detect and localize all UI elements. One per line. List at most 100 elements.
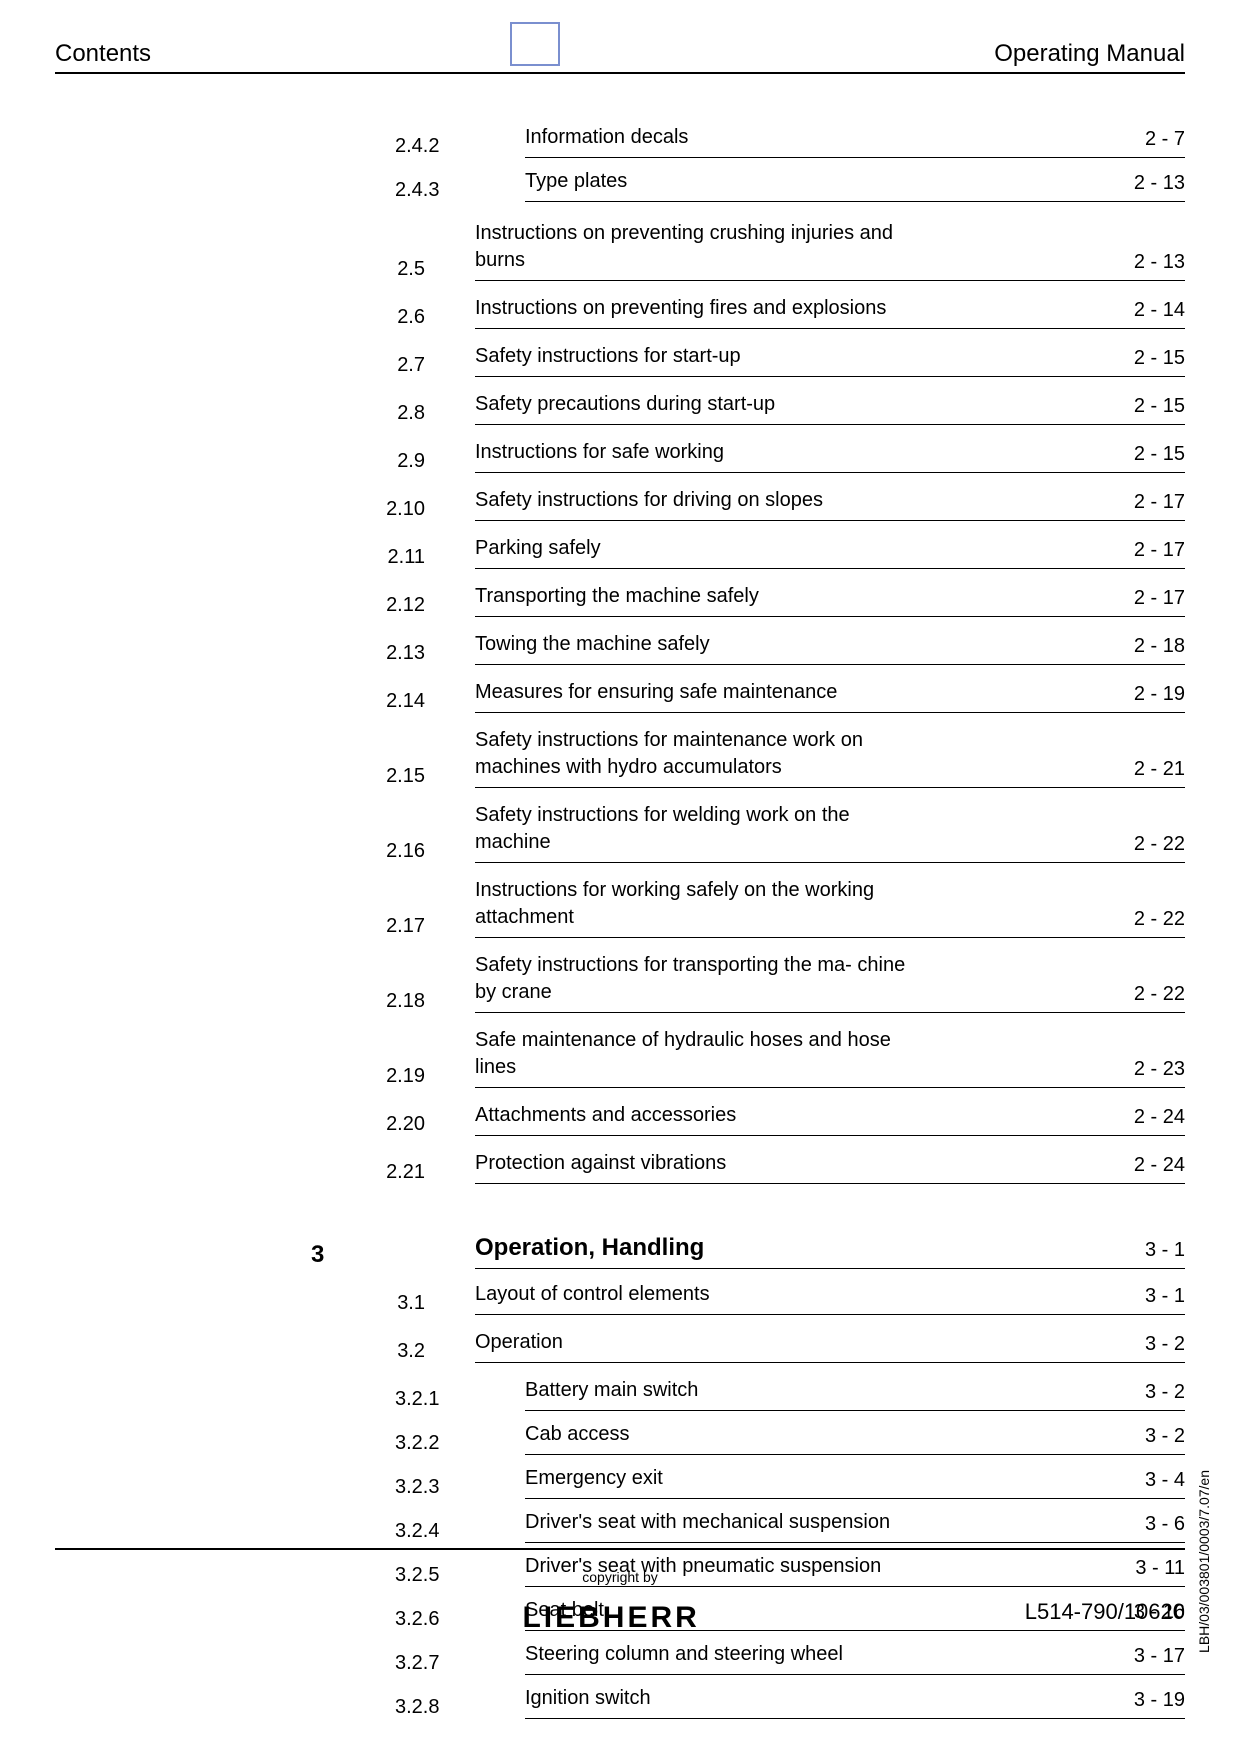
- toc-section-number: 2.21: [305, 1161, 475, 1184]
- toc-section-title: Layout of control elements: [475, 1281, 710, 1308]
- document-id: L514-790/10620: [1025, 1599, 1185, 1625]
- toc-section-cell: Measures for ensuring safe maintenance2 …: [475, 679, 1185, 713]
- toc-sub-page: 3 - 17: [1114, 1645, 1185, 1668]
- toc-section-page: 2 - 22: [1114, 983, 1185, 1006]
- toc-section-cell: Instructions on preventing crushing inju…: [475, 220, 1185, 281]
- toc-section-title: Safety instructions for driving on slope…: [475, 487, 823, 514]
- toc-section-title: Safety instructions for maintenance work…: [475, 727, 915, 781]
- toc-section-row: 2.6Instructions on preventing fires and …: [305, 295, 1185, 329]
- toc-sub-number: 3.2.6: [305, 1608, 475, 1631]
- toc-section-page: 2 - 15: [1114, 347, 1185, 370]
- toc-sub-title: Emergency exit: [525, 1465, 663, 1492]
- toc-sub-cell: Cab access3 - 2: [525, 1421, 1185, 1455]
- toc-section-title: Safety instructions for transporting the…: [475, 952, 915, 1006]
- copyright-text: copyright by: [582, 1569, 657, 1585]
- toc-section-page: 2 - 15: [1114, 443, 1185, 466]
- chapter-title-cell: Operation, Handling 3 - 1: [475, 1234, 1185, 1269]
- toc-section-row: 2.7Safety instructions for start-up2 - 1…: [305, 343, 1185, 377]
- toc-section-row: 3.2Operation3 - 2: [305, 1329, 1185, 1363]
- toc-sub-page: 3 - 6: [1125, 1513, 1185, 1536]
- chapter-title: Operation, Handling: [475, 1234, 704, 1262]
- toc-sub-cell: Driver's seat with mechanical suspension…: [525, 1509, 1185, 1543]
- toc-section-cell: Safety instructions for welding work on …: [475, 802, 1185, 863]
- header-left: Contents: [55, 40, 151, 68]
- toc-section-row: 2.5Instructions on preventing crushing i…: [305, 220, 1185, 281]
- toc-section-number: 2.7: [305, 354, 475, 377]
- toc-section-row: 2.9Instructions for safe working 2 - 15: [305, 439, 1185, 473]
- toc-sub-cell: Ignition switch3 - 19: [525, 1685, 1185, 1719]
- toc-sub-title: Type plates: [525, 168, 627, 195]
- toc-section-page: 2 - 23: [1114, 1058, 1185, 1081]
- chapter-number: 3: [305, 1241, 475, 1269]
- toc-section-title: Parking safely: [475, 535, 601, 562]
- toc-section-title: Safety precautions during start-up: [475, 391, 775, 418]
- toc-section-row: 2.16Safety instructions for welding work…: [305, 802, 1185, 863]
- toc-section-page: 3 - 1: [1125, 1285, 1185, 1308]
- toc-sub-row: 3.2.4Driver's seat with mechanical suspe…: [305, 1509, 1185, 1543]
- toc-sub-cell: Emergency exit 3 - 4: [525, 1465, 1185, 1499]
- toc-section-row: 2.11Parking safely2 - 17: [305, 535, 1185, 569]
- toc-section-number: 2.11: [305, 546, 475, 569]
- toc-sub-row: 2.4.2Information decals2 - 7: [305, 124, 1185, 158]
- toc-sub-cell: Information decals2 - 7: [525, 124, 1185, 158]
- toc-section-row: 2.14Measures for ensuring safe maintenan…: [305, 679, 1185, 713]
- toc-sub-cell: Steering column and steering wheel3 - 17: [525, 1641, 1185, 1675]
- toc-section-row: 3.1Layout of control elements3 - 1: [305, 1281, 1185, 1315]
- toc-sub-row: 3.2.8 Ignition switch3 - 19: [305, 1685, 1185, 1719]
- toc-sub-row: 3.2.5Driver's seat with pneumatic suspen…: [305, 1553, 1185, 1587]
- toc-section-cell: Instructions for working safely on the w…: [475, 877, 1185, 938]
- toc-section-number: 2.13: [305, 642, 475, 665]
- toc-sub-page: 3 - 11: [1115, 1557, 1185, 1580]
- toc-section-number: 2.9: [305, 450, 475, 473]
- toc-section-cell: Instructions on preventing fires and exp…: [475, 295, 1185, 329]
- toc-section-page: 2 - 24: [1114, 1106, 1185, 1129]
- toc-sub-page: 3 - 2: [1125, 1425, 1185, 1448]
- toc-sub-cell: Type plates2 - 13: [525, 168, 1185, 202]
- toc-section-number: 2.16: [305, 840, 475, 863]
- toc-section-number: 2.10: [305, 498, 475, 521]
- toc-section-page: 2 - 19: [1114, 683, 1185, 706]
- logo: LIEBHERR: [522, 1601, 699, 1635]
- toc-section-cell: Towing the machine safely2 - 18: [475, 631, 1185, 665]
- toc-section-page: 2 - 15: [1114, 395, 1185, 418]
- side-text: LBH/03/003801/0003/7.07/en: [1196, 1470, 1212, 1653]
- toc-sub-title: Information decals: [525, 124, 688, 151]
- toc-section-cell: Operation3 - 2: [475, 1329, 1185, 1363]
- toc-sub-page: 3 - 4: [1125, 1469, 1185, 1492]
- toc-section-cell: Safety instructions for driving on slope…: [475, 487, 1185, 521]
- toc-sub-title: Ignition switch: [525, 1685, 651, 1712]
- toc-sub-row: 3.2.7 Steering column and steering wheel3…: [305, 1641, 1185, 1675]
- toc-sub-number: 3.2.3: [305, 1476, 475, 1499]
- toc-section-cell: Transporting the machine safely2 - 17: [475, 583, 1185, 617]
- chapter-page: 3 - 1: [1125, 1239, 1185, 1262]
- toc-section-page: 2 - 13: [1114, 251, 1185, 274]
- toc-section-title: Instructions for working safely on the w…: [475, 877, 915, 931]
- toc-section-page: 3 - 2: [1125, 1333, 1185, 1356]
- header-right: Operating Manual: [994, 40, 1185, 68]
- toc-sub-number: 3.2.2: [305, 1432, 475, 1455]
- toc-section-number: 2.15: [305, 765, 475, 788]
- toc-sub-number: 3.2.8: [305, 1696, 475, 1719]
- toc-section-title: Instructions on preventing crushing inju…: [475, 220, 915, 274]
- toc-section-cell: Attachments and accessories 2 - 24: [475, 1102, 1185, 1136]
- toc-section-title: Attachments and accessories: [475, 1102, 736, 1129]
- toc-section-page: 2 - 22: [1114, 833, 1185, 856]
- toc-section-cell: Layout of control elements 3 - 1: [475, 1281, 1185, 1315]
- toc-section-page: 2 - 14: [1114, 299, 1185, 322]
- toc-section-row: 2.18Safety instructions for transporting…: [305, 952, 1185, 1013]
- toc-sub-title: Battery main switch: [525, 1377, 698, 1404]
- chapter-row: 3 Operation, Handling 3 - 1: [305, 1234, 1185, 1269]
- toc-section-row: 2.10Safety instructions for driving on s…: [305, 487, 1185, 521]
- toc-section-number: 2.8: [305, 402, 475, 425]
- toc-section-cell: Safe maintenance of hydraulic hoses and …: [475, 1027, 1185, 1088]
- toc-section-row: 2.15Safety instructions for maintenance …: [305, 727, 1185, 788]
- toc-section-number: 2.14: [305, 690, 475, 713]
- toc-section-page: 2 - 17: [1114, 491, 1185, 514]
- toc-section-title: Towing the machine safely: [475, 631, 710, 658]
- toc-section-title: Instructions for safe working: [475, 439, 724, 466]
- toc-section-cell: Parking safely2 - 17: [475, 535, 1185, 569]
- toc-sub-number: 3.2.7: [305, 1652, 475, 1675]
- toc-section-row: 2.13Towing the machine safely2 - 18: [305, 631, 1185, 665]
- toc-section-title: Safe maintenance of hydraulic hoses and …: [475, 1027, 915, 1081]
- toc-sub-row: 3.2.3 Emergency exit 3 - 4: [305, 1465, 1185, 1499]
